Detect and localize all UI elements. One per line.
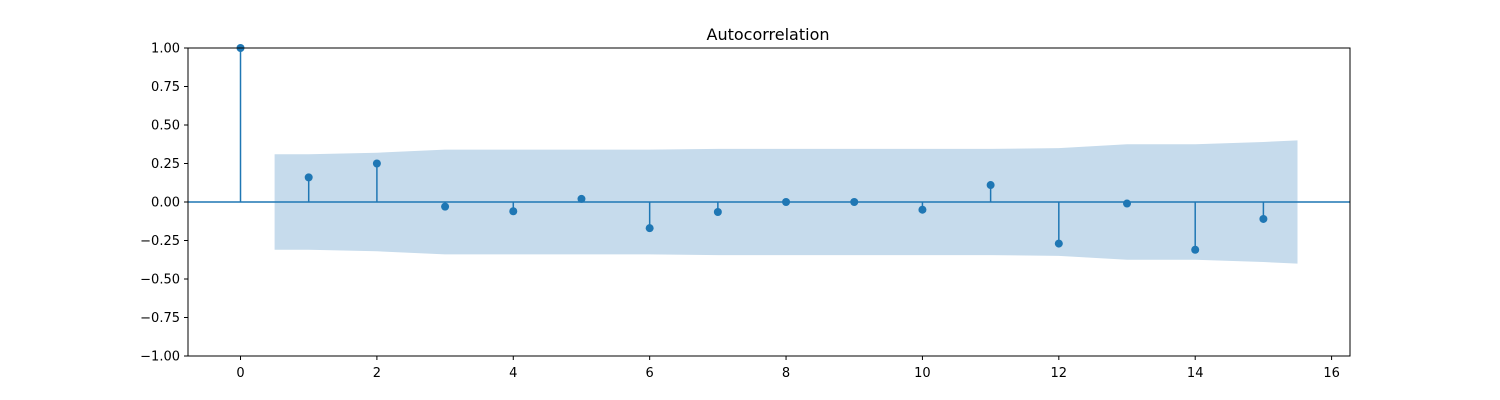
y-tick-label: −1.00 <box>140 350 180 365</box>
y-tick-label: 1.00 <box>151 42 180 57</box>
y-tick-label: 0.75 <box>151 80 180 95</box>
stem-marker-lag-6 <box>645 224 654 233</box>
x-tick-label: 12 <box>1051 366 1068 381</box>
stem-marker-lag-5 <box>577 194 586 203</box>
x-tick-label: 2 <box>373 366 381 381</box>
stem-marker-lag-10 <box>918 205 927 214</box>
stem-marker-lag-9 <box>850 198 859 206</box>
stem-marker-lag-14 <box>1191 245 1200 254</box>
x-tick-label: 10 <box>914 366 931 381</box>
stem-marker-lag-1 <box>304 173 313 182</box>
stem-marker-lag-7 <box>713 208 722 217</box>
plot-area: 0 2 4 6 8 10 12 14 16 1.00 0.75 0.50 0.25 0.00 −0.25 −0… <box>140 42 1351 381</box>
x-tick-label: 6 <box>646 366 654 381</box>
x-tick-label: 0 <box>236 366 244 381</box>
y-tick-label: 0.25 <box>151 157 180 172</box>
x-tick-label: 14 <box>1187 366 1204 381</box>
stem-marker-lag-15 <box>1259 214 1268 223</box>
x-tick-label: 16 <box>1323 366 1340 381</box>
y-tick-label: −0.25 <box>140 234 180 249</box>
stem-marker-lag-3 <box>441 202 450 211</box>
x-tick-label: 8 <box>782 366 790 381</box>
stem-marker-lag-2 <box>372 159 381 168</box>
x-tick-label: 4 <box>509 366 517 381</box>
y-tick-label: −0.75 <box>140 311 180 326</box>
y-tick-label: −0.50 <box>140 273 180 288</box>
stem-marker-lag-4 <box>509 207 518 216</box>
chart-title: Autocorrelation <box>707 25 830 44</box>
stem-marker-lag-12 <box>1054 239 1063 248</box>
stem-marker-lag-13 <box>1123 199 1132 208</box>
y-tick-label: 0.00 <box>151 196 180 211</box>
stem-marker-lag-8 <box>782 198 791 206</box>
stem-marker-lag-11 <box>986 181 995 190</box>
y-tick-label: 0.50 <box>151 119 180 134</box>
